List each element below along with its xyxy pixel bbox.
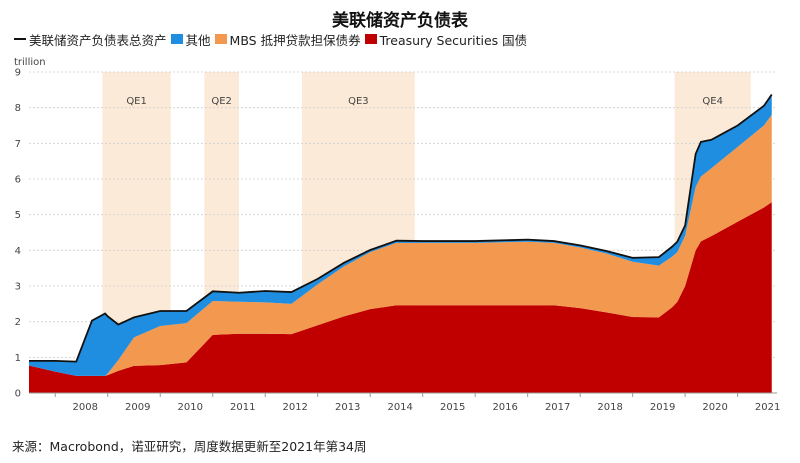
x-tick-2014: 2014 [387,402,412,413]
x-tick-2018: 2018 [597,402,622,413]
qe-label-3: QE3 [348,96,369,107]
legend-swatch-total [14,38,26,40]
area-series-1 [29,202,772,393]
y-tick-1: 1 [15,353,21,364]
legend-label-mbs: MBS 抵押贷款担保债券 [229,32,361,48]
x-tick-2012: 2012 [282,402,307,413]
x-tick-2009: 2009 [125,402,150,413]
qe-label-2: QE2 [211,96,232,107]
x-tick-2021: 2021 [755,402,780,413]
y-tick-2: 2 [15,317,21,328]
y-tick-0: 0 [15,389,21,400]
x-tick-2020: 2020 [702,402,727,413]
legend-item-mbs: MBS 抵押贷款担保债券 [214,30,361,49]
x-tick-2015: 2015 [440,402,465,413]
legend-item-total: 美联储资产负债表总资产 [14,30,167,49]
legend-label-other: 其他 [185,32,211,48]
area-series-2 [29,114,772,376]
chart-title: 美联储资产负债表 [332,11,468,31]
x-tick-2011: 2011 [230,402,255,413]
legend-swatch-mbs [214,34,227,44]
legend-item-treasury: Treasury Securities 国债 [364,30,528,49]
legend-label-treasury: Treasury Securities 国债 [379,32,528,48]
y-tick-4: 4 [15,246,21,257]
x-tick-2013: 2013 [335,402,360,413]
x-tick-2017: 2017 [545,402,570,413]
legend-swatch-other [170,34,183,44]
y-unit-label: trillion [14,57,46,68]
y-tick-8: 8 [15,103,21,114]
y-tick-5: 5 [15,210,21,221]
y-tick-9: 9 [15,68,21,79]
legend-label-total: 美联储资产负债表总资产 [29,32,167,48]
y-tick-7: 7 [15,139,21,150]
total-assets-line [29,93,773,363]
legend: 美联储资产负债表总资产 其他 MBS 抵押贷款担保债券 Treasury Sec… [14,30,531,48]
qe-label-1: QE1 [126,96,147,107]
x-tick-2019: 2019 [650,402,675,413]
legend-item-other: 其他 [170,30,211,49]
qe-label-4: QE4 [702,96,723,107]
x-tick-2016: 2016 [492,402,517,413]
x-tick-2008: 2008 [73,402,98,413]
y-tick-6: 6 [15,175,21,186]
source-note: 来源：Macrobond，诺亚研究，周度数据更新至2021年第34周 [12,439,367,454]
x-tick-2010: 2010 [178,402,203,413]
area-series-3 [29,94,772,376]
legend-swatch-treasury [364,34,377,44]
y-tick-3: 3 [15,282,21,293]
